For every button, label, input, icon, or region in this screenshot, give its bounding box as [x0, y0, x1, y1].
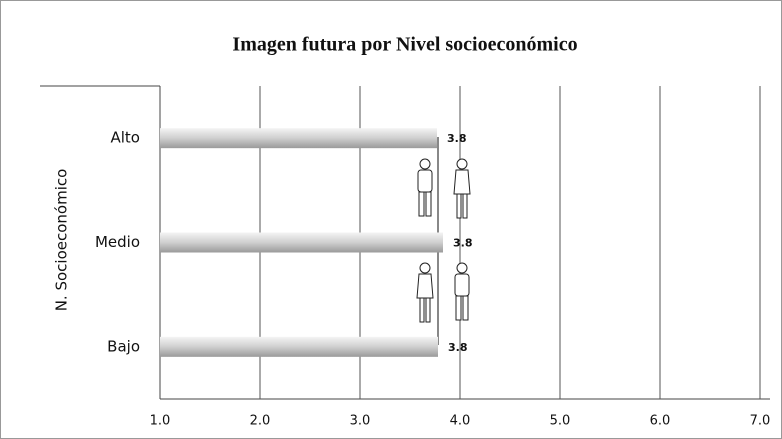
y-tick-label: Medio: [95, 233, 140, 251]
value-label: 3.8: [448, 341, 468, 354]
x-tick-label: 4.0: [450, 414, 471, 429]
x-tick-label: 6.0: [650, 414, 671, 429]
x-tick-label: 1.0: [150, 414, 171, 429]
value-label: 3.8: [447, 132, 467, 145]
bar: [160, 336, 438, 357]
y-axis-title: N. Socioeconómico: [53, 169, 71, 312]
x-tick-label: 3.0: [350, 414, 371, 429]
x-tick-label: 7.0: [750, 414, 771, 429]
y-tick-label: Bajo: [107, 337, 140, 355]
bar: [160, 128, 437, 149]
bar: [160, 232, 443, 253]
y-tick-label: Alto: [111, 129, 141, 147]
value-label: 3.8: [453, 237, 473, 250]
x-tick-label: 5.0: [550, 414, 571, 429]
figures: [416, 158, 471, 323]
x-tick-label: 2.0: [250, 414, 271, 429]
chart-title: Imagen futura por Nivel socioeconómico: [232, 34, 577, 56]
